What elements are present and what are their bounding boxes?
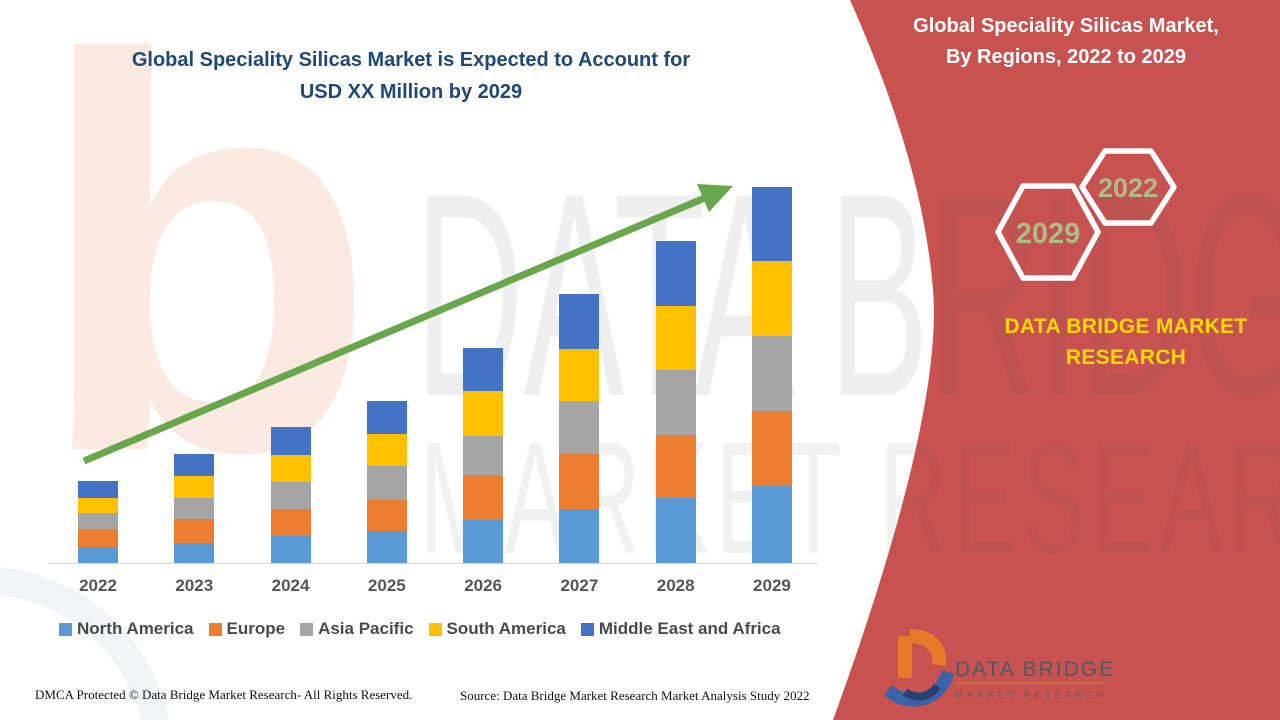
bar-segment-europe-2022: [78, 529, 118, 547]
footer-source-text: Source: Data Bridge Market Research Mark…: [460, 688, 810, 703]
bar-segment-south-america-2023: [174, 476, 215, 498]
bar-segment-asia-pacific-2028: [655, 370, 696, 435]
bar-segment-middle-east-and-africa-2029: [751, 187, 792, 261]
data-bridge-logo-mark: [885, 629, 955, 707]
legend-item-europe: Europe: [208, 619, 286, 639]
bar-segment-asia-pacific-2023: [174, 498, 215, 519]
bar-segment-middle-east-and-africa-2022: [78, 481, 118, 498]
legend-item-north-america: North America: [59, 619, 194, 639]
chart-title-line1: Global Speciality Silicas Market is Expe…: [131, 49, 691, 71]
footer-dmca-text: DMCA Protected © Data Bridge Market Rese…: [35, 687, 413, 702]
logo-subtitle: MARKET RESEARCH: [955, 690, 1107, 701]
side-panel-title: Global Speciality Silicas Market, By Reg…: [878, 11, 1254, 73]
bar-segment-middle-east-and-africa-2028: [655, 241, 696, 306]
bar-segment-asia-pacific-2024: [270, 482, 311, 509]
bar-segment-north-america-2024: [270, 536, 311, 563]
bar-segment-middle-east-and-africa-2027: [559, 294, 600, 349]
bar-2026: [463, 348, 504, 563]
bar-2029: [751, 187, 792, 563]
bar-segment-north-america-2028: [655, 498, 696, 563]
x-axis-label-2025: 2025: [367, 576, 406, 595]
bar-segment-south-america-2022: [78, 498, 118, 513]
bar-2027: [559, 294, 600, 563]
bar-2022: [78, 481, 118, 563]
x-axis-label-2027: 2027: [560, 576, 599, 595]
bar-segment-south-america-2028: [655, 306, 696, 370]
legend-swatch-south-america: [428, 622, 442, 636]
brand-name-line1: DATA BRIDGE MARKET: [1004, 315, 1248, 338]
bar-segment-middle-east-and-africa-2024: [270, 427, 311, 455]
legend-swatch-middle-east-and-africa: [580, 622, 594, 636]
side-panel-title-line2: By Regions, 2022 to 2029: [945, 46, 1187, 68]
bar-segment-middle-east-and-africa-2025: [366, 401, 407, 434]
bar-segment-north-america-2022: [78, 547, 118, 563]
legend-label-middle-east-and-africa: Middle East and Africa: [598, 619, 781, 638]
bar-segment-middle-east-and-africa-2023: [174, 454, 215, 476]
bar-2028: [655, 241, 696, 563]
legend-label-europe: Europe: [226, 619, 286, 638]
bar-segment-europe-2028: [655, 435, 696, 498]
bar-segment-south-america-2026: [463, 391, 504, 436]
bar-chart-plot-area: [50, 175, 816, 563]
x-axis-label-2026: 2026: [464, 576, 503, 595]
bar-segment-europe-2026: [463, 475, 504, 520]
x-axis-label-2023: 2023: [175, 576, 214, 595]
legend-item-middle-east-and-africa: Middle East and Africa: [580, 619, 781, 639]
bar-segment-europe-2023: [174, 519, 215, 543]
x-axis-label-2029: 2029: [753, 576, 791, 595]
bar-segment-asia-pacific-2025: [366, 466, 407, 500]
bar-2024: [270, 427, 311, 563]
legend-item-south-america: South America: [428, 619, 566, 639]
bar-segment-north-america-2023: [174, 543, 215, 563]
bar-segment-south-america-2029: [751, 261, 792, 336]
bar-segment-asia-pacific-2027: [559, 401, 600, 454]
legend-swatch-asia-pacific: [300, 622, 314, 636]
brand-name-text: DATA BRIDGE MARKET RESEARCH: [1000, 311, 1252, 373]
side-panel-title-line1: Global Speciality Silicas Market,: [913, 15, 1219, 37]
bar-segment-asia-pacific-2029: [751, 336, 792, 411]
legend-label-asia-pacific: Asia Pacific: [318, 619, 414, 638]
x-axis-labels: 2022 2023 2024 2025 2026 2027 2028 2029: [50, 576, 816, 600]
bar-segment-asia-pacific-2026: [463, 436, 504, 475]
x-axis-line: [48, 563, 818, 564]
chart-title: Global Speciality Silicas Market is Expe…: [55, 44, 767, 108]
bar-segment-europe-2025: [366, 500, 407, 531]
bar-segment-south-america-2025: [366, 434, 407, 466]
bar-segment-europe-2027: [559, 454, 600, 509]
legend-swatch-north-america: [59, 622, 72, 636]
bar-segment-north-america-2027: [559, 509, 600, 563]
bar-segment-asia-pacific-2022: [78, 513, 118, 529]
bar-2025: [366, 401, 407, 563]
bar-segment-north-america-2025: [366, 531, 407, 563]
bar-segment-north-america-2026: [463, 520, 504, 563]
bar-2023: [174, 454, 215, 563]
x-axis-label-2028: 2028: [656, 576, 695, 595]
bar-segment-north-america-2029: [751, 486, 792, 563]
chart-title-line2: USD XX Million by 2029: [299, 81, 523, 103]
chart-legend: North America Europe Asia Pacific South Ame…: [59, 619, 781, 639]
logo-wordmark: DATA BRIDGE: [955, 658, 1115, 681]
legend-swatch-europe: [208, 622, 222, 636]
x-axis-label-2022: 2022: [79, 576, 117, 595]
bar-segment-south-america-2027: [559, 349, 600, 401]
legend-item-asia-pacific: Asia Pacific: [300, 619, 414, 639]
bar-segment-south-america-2024: [270, 455, 311, 482]
data-bridge-logo: DATA BRIDGE MARKET RESEARCH: [885, 629, 1115, 707]
brand-name-line2: RESEARCH: [1065, 346, 1187, 369]
legend-label-south-america: South America: [446, 619, 566, 638]
x-axis-label-2024: 2024: [271, 576, 310, 595]
bar-segment-europe-2029: [751, 411, 792, 486]
legend-label-north-america: North America: [77, 619, 194, 638]
bar-segment-middle-east-and-africa-2026: [463, 348, 504, 391]
bar-segment-europe-2024: [270, 509, 311, 536]
